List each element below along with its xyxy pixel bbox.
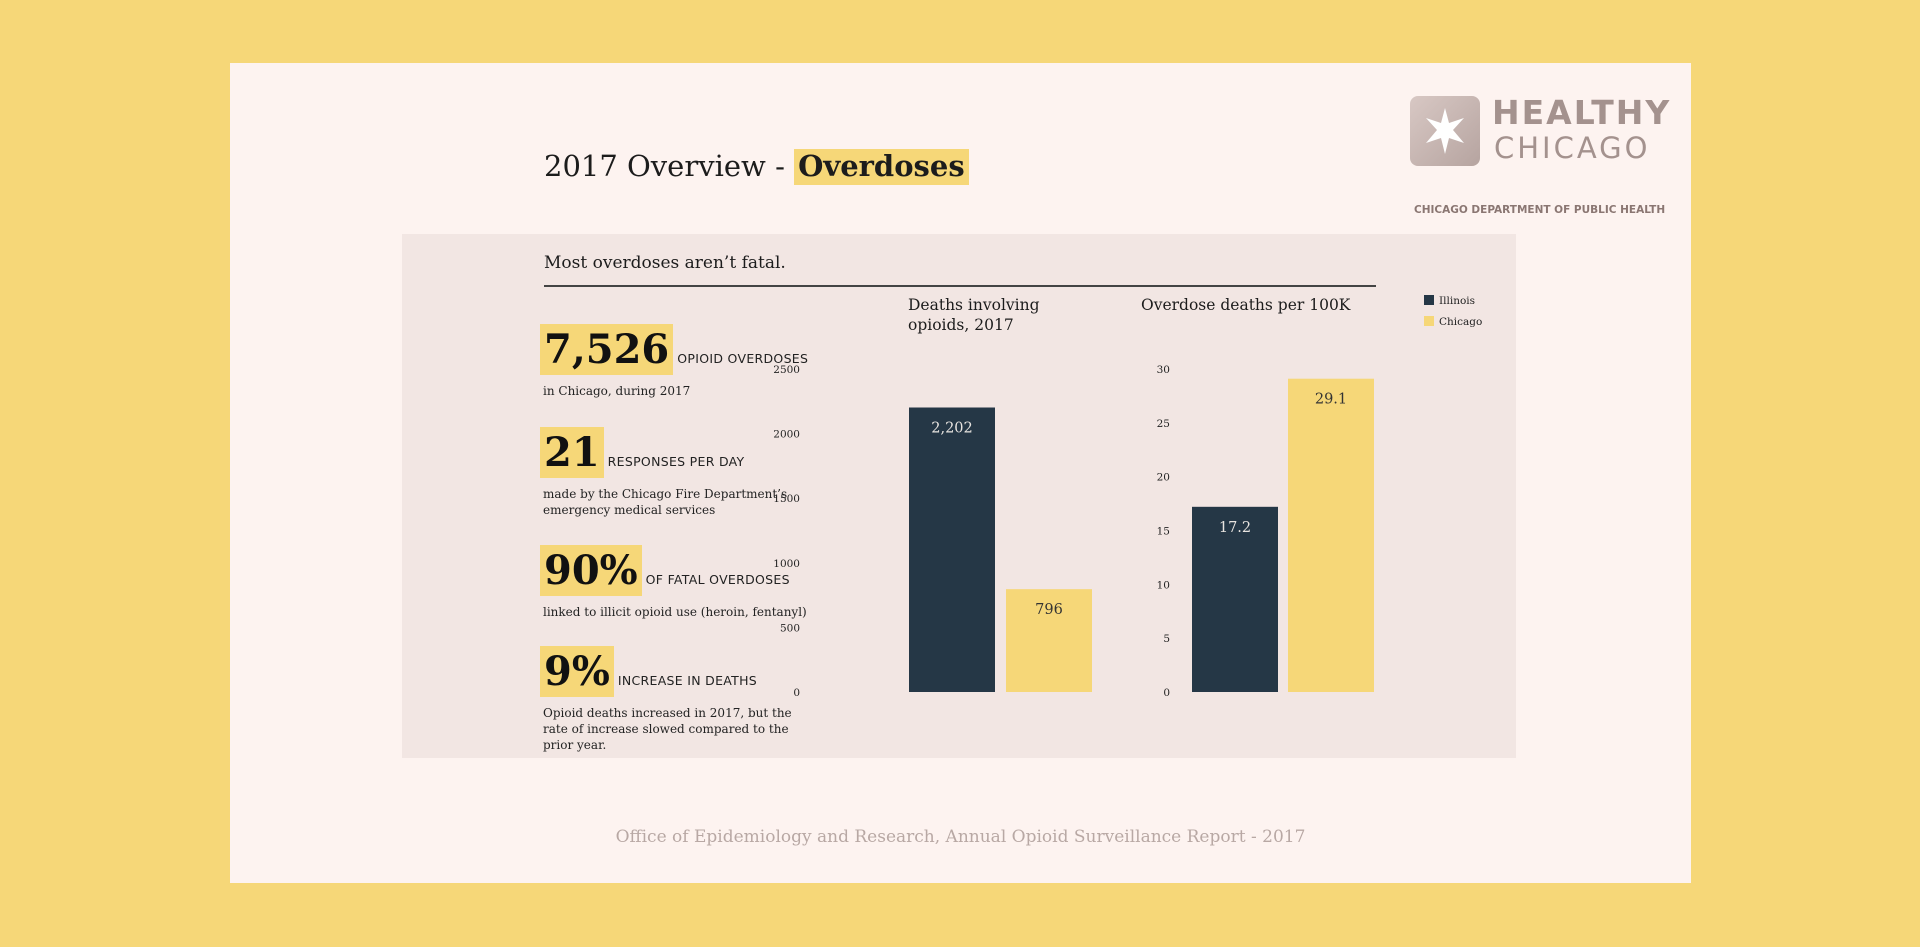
stat-number: 90% xyxy=(540,545,642,596)
stat-description: linked to illicit opioid use (heroin, fe… xyxy=(543,605,807,619)
legend-label: Illinois xyxy=(1439,295,1475,307)
y-tick-label: 500 xyxy=(780,622,800,634)
page-title-highlight: Overdoses xyxy=(794,149,969,185)
chart-title: opioids, 2017 xyxy=(908,316,1014,334)
y-tick-label: 0 xyxy=(1163,687,1170,699)
panel-subtitle: Most overdoses aren’t fatal. xyxy=(544,253,786,273)
star-icon xyxy=(1426,108,1464,154)
stat-number: 21 xyxy=(540,427,604,478)
bar-illinois xyxy=(909,407,995,692)
bar-illinois xyxy=(1192,506,1278,692)
stat-caption: RESPONSES PER DAY xyxy=(607,454,745,469)
healthy-chicago-logo: HEALTHY CHICAGO CHICAGO DEPARTMENT OF PU… xyxy=(1410,93,1669,216)
logo-text-department: CHICAGO DEPARTMENT OF PUBLIC HEALTH xyxy=(1414,204,1666,216)
stat-overdoses: 7,526 OPIOID OVERDOSES in Chicago, during… xyxy=(540,324,813,399)
overview-panel: Most overdoses aren’t fatal. 7,526 OPIOID… xyxy=(402,234,1516,758)
y-tick-label: 30 xyxy=(1157,364,1170,376)
stat-description: in Chicago, during 2017 xyxy=(543,384,691,398)
logo-text-healthy: HEALTHY xyxy=(1492,93,1672,132)
chart-title: Overdose deaths per 100K xyxy=(1141,296,1351,314)
stat-number: 9% xyxy=(540,646,614,697)
stat-fatal: 90% OF FATAL OVERDOSES linked to illicit … xyxy=(540,545,813,620)
data-label: 796 xyxy=(1035,602,1063,618)
panel-divider xyxy=(544,285,1376,287)
footer-source: Office of Epidemiology and Research, Ann… xyxy=(615,827,1306,847)
y-tick-label: 2500 xyxy=(773,364,800,376)
y-tick-label: 25 xyxy=(1157,418,1170,430)
y-tick-label: 0 xyxy=(793,687,800,699)
legend-swatch-chicago xyxy=(1424,316,1434,326)
data-label: 29.1 xyxy=(1315,392,1347,408)
data-label: 2,202 xyxy=(931,421,973,437)
y-tick-label: 10 xyxy=(1157,579,1170,591)
slide: 2017 Overview - Overdoses HEALTHY CHICAG… xyxy=(230,63,1691,883)
page-title-prefix: 2017 Overview - xyxy=(544,149,795,183)
stat-caption: OPIOID OVERDOSES xyxy=(677,351,809,366)
data-label: 17.2 xyxy=(1219,520,1251,536)
y-tick-label: 5 xyxy=(1163,633,1170,645)
stat-caption: OF FATAL OVERDOSES xyxy=(645,572,790,587)
y-tick-label: 1500 xyxy=(773,493,800,505)
stat-increase: 9% INCREASE IN DEATHS Opioid deaths incre… xyxy=(540,646,813,753)
stat-description: made by the Chicago Fire Department’s em… xyxy=(543,487,788,517)
y-tick-label: 1000 xyxy=(773,558,800,570)
legend-swatch-illinois xyxy=(1424,295,1434,305)
page-title: 2017 Overview - Overdoses xyxy=(544,149,969,185)
stat-description: Opioid deaths increased in 2017, but the… xyxy=(543,706,792,752)
y-tick-label: 15 xyxy=(1157,526,1170,538)
y-tick-label: 2000 xyxy=(773,429,800,441)
chart-title: Deaths involving xyxy=(908,296,1040,314)
bar-chicago xyxy=(1006,589,1092,692)
stat-caption: INCREASE IN DEATHS xyxy=(617,673,758,688)
bar-chicago xyxy=(1288,378,1374,692)
logo-star-box xyxy=(1410,96,1480,166)
stat-responses: 21 RESPONSES PER DAY made by the Chicago … xyxy=(540,427,813,518)
stat-number: 7,526 xyxy=(540,324,674,375)
y-tick-label: 20 xyxy=(1157,472,1170,484)
logo-text-chicago: CHICAGO xyxy=(1494,131,1651,165)
legend-label: Chicago xyxy=(1439,316,1482,328)
